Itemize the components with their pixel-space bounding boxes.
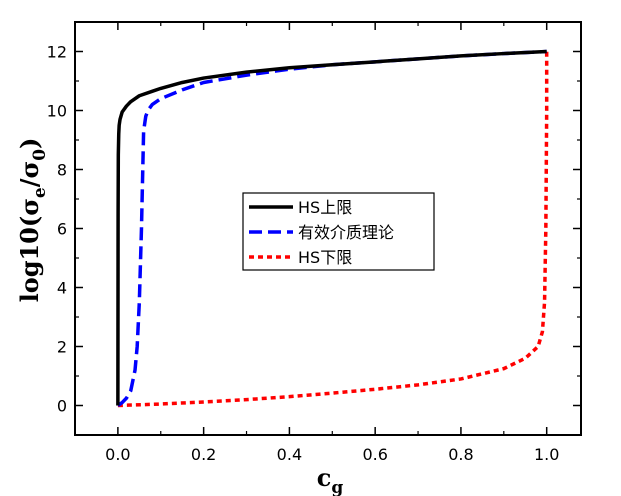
y-axis-title: log10(σe/σ0) <box>15 138 50 303</box>
series-line-0 <box>116 49 547 406</box>
legend-label-hs-upper: HS上限 <box>298 198 352 217</box>
x-tick-label: 0.4 <box>277 445 302 464</box>
y-tick-label: 4 <box>57 279 67 298</box>
series-line-2 <box>117 51 549 408</box>
x-tick-label: 0.0 <box>105 445 130 464</box>
y-tick-label: 8 <box>57 161 67 180</box>
y-tick-label: 10 <box>47 102 67 121</box>
x-tick-label: 0.8 <box>448 445 473 464</box>
y-tick-label: 6 <box>57 220 67 239</box>
x-tick-label: 0.6 <box>362 445 387 464</box>
x-axis-title: cg <box>317 463 344 496</box>
legend: HS上限 有效介质理论 HS下限 <box>242 192 435 271</box>
y-tick-label: 0 <box>57 397 67 416</box>
x-tick-label: 0.2 <box>191 445 216 464</box>
y-tick-label: 2 <box>57 338 67 357</box>
tick-labels: 0.0 0.2 0.4 0.6 0.8 1.0 0 2 4 6 8 10 12 <box>47 43 560 465</box>
series-layer <box>116 49 549 408</box>
legend-label-emt: 有效介质理论 <box>298 223 394 242</box>
x-tick-label: 1.0 <box>534 445 559 464</box>
tick-marks <box>74 22 581 435</box>
legend-label-hs-lower: HS下限 <box>298 248 352 267</box>
y-tick-label: 12 <box>47 43 67 62</box>
